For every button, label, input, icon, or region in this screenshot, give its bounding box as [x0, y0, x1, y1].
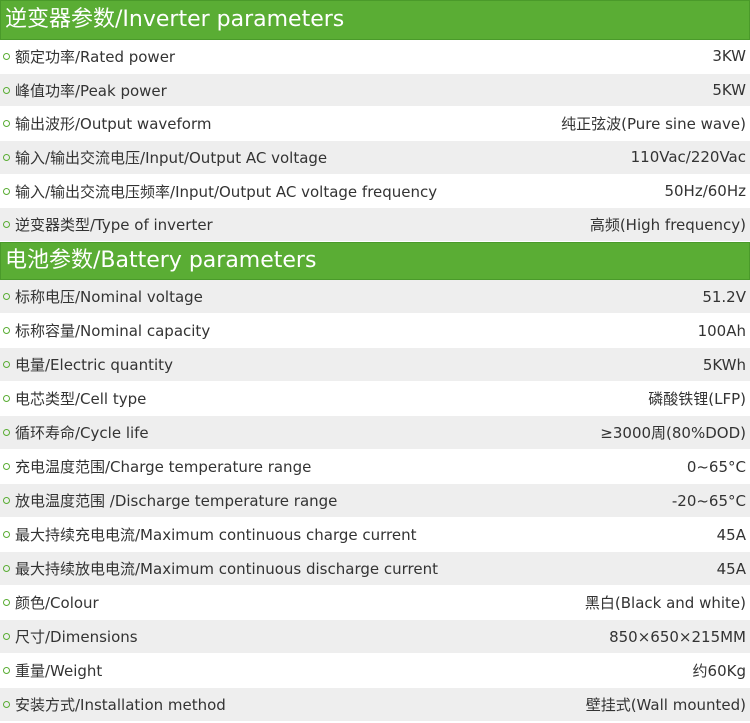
- row-value: 100Ah: [697, 321, 746, 340]
- row-value: 高频(High frequency): [589, 216, 746, 235]
- row-label: 尺寸/Dimensions: [15, 628, 138, 647]
- row-label: 输入/输出交流电压/Input/Output AC voltage: [15, 148, 328, 167]
- bullet-circle-icon: [3, 153, 10, 161]
- bullet-circle-icon: [3, 531, 10, 539]
- table-row: 额定功率/Rated power 3KW: [0, 40, 750, 74]
- row-label-wrap: 峰值功率/Peak power: [3, 80, 167, 101]
- row-label: 电芯类型/Cell type: [15, 390, 147, 409]
- inverter-parameters-table: 额定功率/Rated power 3KW 峰值功率/Peak power 5KW 输出波…: [0, 40, 750, 243]
- row-value: 5KWh: [702, 355, 746, 374]
- inverter-section-title: 逆变器参数/Inverter parameters: [0, 0, 750, 40]
- table-row: 标称电压/Nominal voltage 51.2V: [0, 280, 750, 315]
- row-label-wrap: 电芯类型/Cell type: [3, 388, 146, 409]
- row-label: 电量/Electric quantity: [15, 356, 173, 375]
- row-label: 峰值功率/Peak power: [15, 81, 167, 100]
- row-value: 磷酸铁锂(LFP): [648, 390, 746, 409]
- row-label: 循环寿命/Cycle life: [15, 424, 149, 443]
- row-label-wrap: 逆变器类型/Type of inverter: [3, 214, 213, 235]
- row-label: 额定功率/Rated power: [15, 47, 176, 66]
- bullet-circle-icon: [3, 120, 10, 128]
- row-label-wrap: 输出波形/Output waveform: [3, 113, 211, 134]
- row-label: 最大持续充电电流/Maximum continuous charge curre…: [15, 526, 417, 545]
- row-value: 黑白(Black and white): [584, 594, 746, 613]
- table-row: 电量/Electric quantity 5KWh: [0, 348, 750, 383]
- row-label-wrap: 输入/输出交流电压频率/Input/Output AC voltage freq…: [3, 181, 437, 202]
- table-row: 循环寿命/Cycle life ≥3000周(80%DOD): [0, 416, 750, 451]
- bullet-circle-icon: [3, 187, 10, 195]
- row-label-wrap: 充电温度范围/Charge temperature range: [3, 456, 311, 477]
- row-label: 标称容量/Nominal capacity: [15, 322, 211, 341]
- row-value: 纯正弦波(Pure sine wave): [561, 115, 746, 134]
- table-row: 充电温度范围/Charge temperature range 0~65°C: [0, 450, 750, 485]
- row-label-wrap: 额定功率/Rated power: [3, 46, 175, 67]
- bullet-circle-icon: [3, 86, 10, 94]
- row-value: 约60Kg: [692, 662, 746, 681]
- row-value: 45A: [716, 525, 746, 544]
- table-row: 安装方式/Installation method 壁挂式(Wall mounted…: [0, 688, 750, 723]
- bullet-circle-icon: [3, 633, 10, 641]
- table-row: 重量/Weight 约60Kg: [0, 654, 750, 689]
- row-label-wrap: 安装方式/Installation method: [3, 694, 226, 715]
- row-label: 安装方式/Installation method: [15, 696, 226, 715]
- row-label: 放电温度范围 /Discharge temperature range: [15, 492, 338, 511]
- bullet-circle-icon: [3, 361, 10, 369]
- bullet-circle-icon: [3, 599, 10, 607]
- row-label: 最大持续放电电流/Maximum continuous discharge cu…: [15, 560, 438, 579]
- table-row: 最大持续充电电流/Maximum continuous charge curre…: [0, 518, 750, 553]
- bullet-circle-icon: [3, 463, 10, 471]
- battery-section-title: 电池参数/Battery parameters: [0, 242, 750, 281]
- bullet-circle-icon: [3, 429, 10, 437]
- row-label: 输入/输出交流电压频率/Input/Output AC voltage freq…: [15, 182, 438, 201]
- table-row: 输入/输出交流电压/Input/Output AC voltage 110Vac/…: [0, 141, 750, 175]
- row-label: 输出波形/Output waveform: [15, 115, 212, 134]
- bullet-circle-icon: [3, 565, 10, 573]
- bullet-circle-icon: [3, 701, 10, 709]
- row-value: 50Hz/60Hz: [664, 182, 746, 201]
- table-row: 放电温度范围 /Discharge temperature range -20~6…: [0, 484, 750, 519]
- bullet-circle-icon: [3, 221, 10, 229]
- bullet-circle-icon: [3, 497, 10, 505]
- table-row: 逆变器类型/Type of inverter 高频(High frequency): [0, 208, 750, 243]
- row-value: 壁挂式(Wall mounted): [585, 696, 746, 715]
- table-row: 电芯类型/Cell type 磷酸铁锂(LFP): [0, 382, 750, 417]
- row-label-wrap: 最大持续充电电流/Maximum continuous charge curre…: [3, 524, 416, 545]
- bullet-circle-icon: [3, 395, 10, 403]
- table-row: 输出波形/Output waveform 纯正弦波(Pure sine wave): [0, 107, 750, 142]
- row-label: 逆变器类型/Type of inverter: [15, 216, 213, 235]
- row-label-wrap: 标称容量/Nominal capacity: [3, 320, 210, 341]
- table-row: 颜色/Colour 黑白(Black and white): [0, 586, 750, 621]
- row-value: 45A: [716, 559, 746, 578]
- row-label-wrap: 放电温度范围 /Discharge temperature range: [3, 490, 337, 511]
- table-row: 峰值功率/Peak power 5KW: [0, 73, 750, 108]
- row-label: 颜色/Colour: [15, 594, 99, 613]
- bullet-circle-icon: [3, 293, 10, 301]
- battery-parameters-table: 标称电压/Nominal voltage 51.2V 标称容量/Nominal ca…: [0, 280, 750, 723]
- table-row: 输入/输出交流电压频率/Input/Output AC voltage freq…: [0, 175, 750, 209]
- row-label-wrap: 最大持续放电电流/Maximum continuous discharge cu…: [3, 558, 438, 579]
- row-label-wrap: 电量/Electric quantity: [3, 354, 173, 375]
- row-value: ≥3000周(80%DOD): [600, 424, 746, 443]
- table-row: 标称容量/Nominal capacity 100Ah: [0, 314, 750, 349]
- row-label: 重量/Weight: [15, 662, 103, 681]
- row-label-wrap: 循环寿命/Cycle life: [3, 422, 149, 443]
- row-value: 51.2V: [702, 287, 746, 306]
- row-label-wrap: 颜色/Colour: [3, 592, 99, 613]
- row-label-wrap: 标称电压/Nominal voltage: [3, 286, 203, 307]
- row-value: 850×650×215MM: [609, 627, 746, 646]
- row-value: -20~65°C: [671, 491, 746, 510]
- table-row: 尺寸/Dimensions 850×650×215MM: [0, 620, 750, 655]
- row-value: 110Vac/220Vac: [630, 148, 746, 167]
- row-value: 5KW: [712, 81, 746, 100]
- row-label: 标称电压/Nominal voltage: [15, 288, 203, 307]
- row-label-wrap: 输入/输出交流电压/Input/Output AC voltage: [3, 147, 327, 168]
- row-label: 充电温度范围/Charge temperature range: [15, 458, 312, 477]
- row-label-wrap: 尺寸/Dimensions: [3, 626, 138, 647]
- bullet-circle-icon: [3, 327, 10, 335]
- row-label-wrap: 重量/Weight: [3, 660, 102, 681]
- table-row: 最大持续放电电流/Maximum continuous discharge cu…: [0, 552, 750, 587]
- row-value: 0~65°C: [686, 457, 746, 476]
- bullet-circle-icon: [3, 667, 10, 675]
- bullet-circle-icon: [3, 52, 10, 60]
- row-value: 3KW: [712, 47, 746, 66]
